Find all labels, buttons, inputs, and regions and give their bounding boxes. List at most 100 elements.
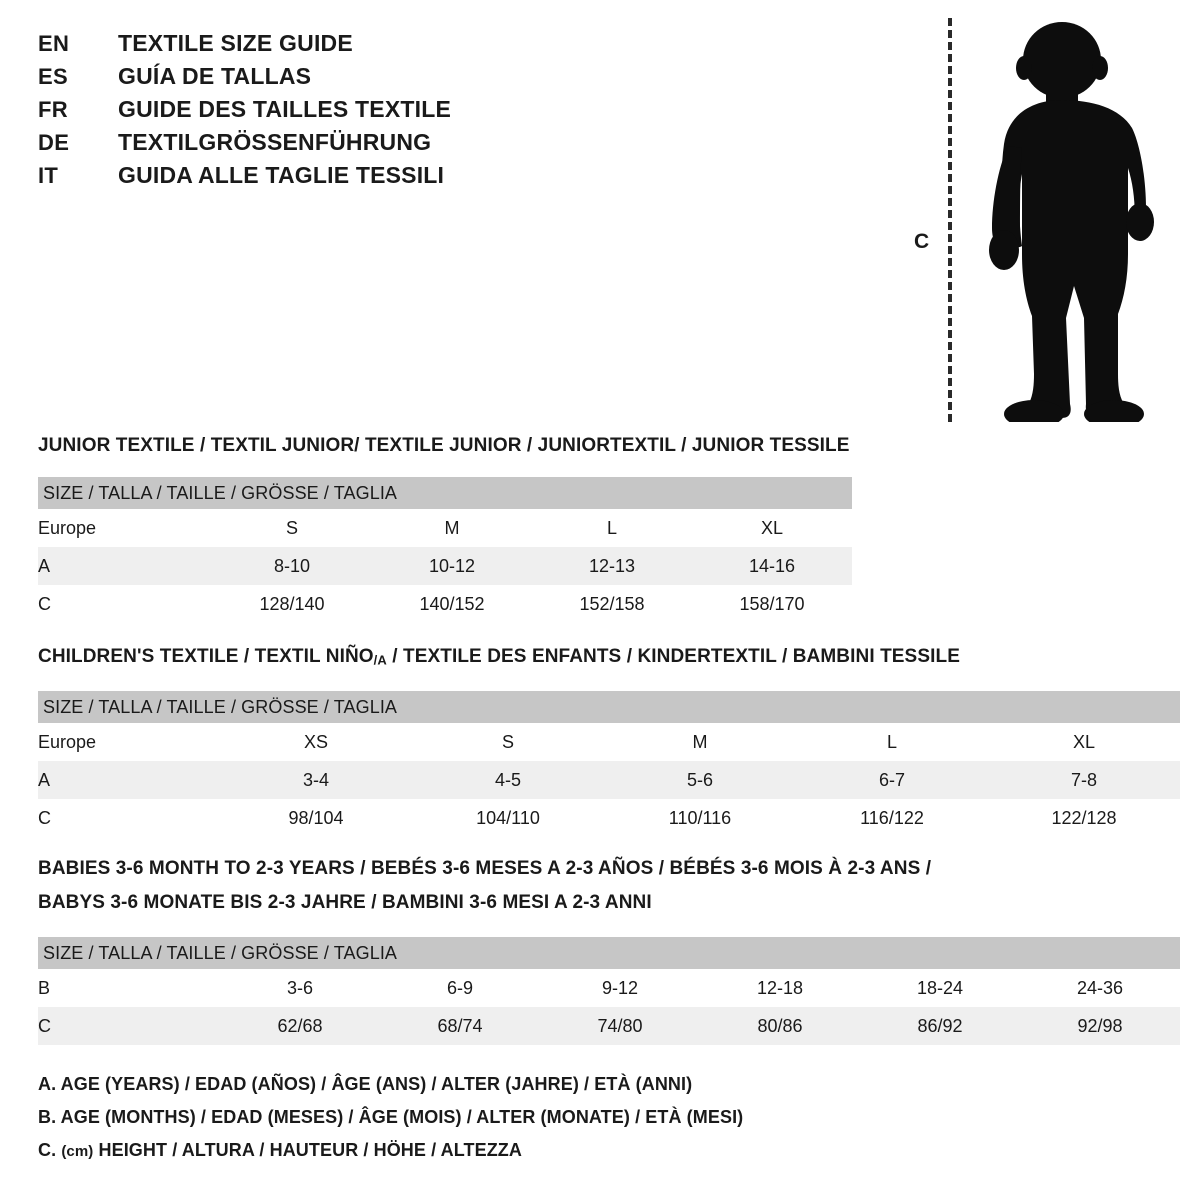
children-size-s: S (412, 723, 604, 762)
language-code-fr: FR (38, 97, 68, 122)
table-row: C 62/68 68/74 74/80 80/86 86/92 92/98 (38, 1007, 1181, 1045)
children-table-header-row: SIZE / TALLA / TAILLE / GRÖSSE / TAGLIA (38, 691, 1181, 724)
legend-block: A. AGE (YEARS) / EDAD (AÑOS) / ÂGE (ANS)… (38, 1068, 743, 1168)
section-title-babies-line1: BABIES 3-6 MONTH TO 2-3 YEARS / BEBÉS 3-… (38, 858, 932, 879)
children-age-m: 5-6 (604, 761, 796, 800)
babies-size-table: SIZE / TALLA / TAILLE / GRÖSSE / TAGLIA … (38, 937, 1181, 1045)
babies-months-2: 6-9 (380, 969, 540, 1007)
child-silhouette-icon (962, 18, 1162, 428)
title-row-es: ES GUÍA DE TALLAS (38, 63, 638, 96)
children-height-s: 104/110 (412, 799, 604, 838)
children-age-s: 4-5 (412, 761, 604, 800)
table-row: Europe XS S M L XL (38, 723, 1181, 762)
children-row-label-europe: Europe (38, 723, 220, 762)
section-title-babies-line2: BABYS 3-6 MONATE BIS 2-3 JAHRE / BAMBINI… (38, 892, 652, 913)
title-row-de: DE TEXTILGRÖSSENFÜHRUNG (38, 129, 638, 162)
section-title-children: CHILDREN'S TEXTILE / TEXTIL NIÑO/A / TEX… (38, 643, 1180, 673)
title-text-it: GUIDA ALLE TAGLIE TESSILI (118, 162, 445, 188)
babies-months-6: 24-36 (1020, 969, 1181, 1007)
table-row: Europe S M L XL (38, 509, 853, 547)
language-code-it: IT (38, 163, 59, 188)
legend-line-c-rest: HEIGHT / ALTURA / HAUTEUR / HÖHE / ALTEZ… (93, 1140, 522, 1160)
section-title-children-main: CHILDREN'S TEXTILE / TEXTIL NIÑO (38, 646, 374, 667)
babies-height-2: 68/74 (380, 1007, 540, 1045)
babies-table-header-row: SIZE / TALLA / TAILLE / GRÖSSE / TAGLIA (38, 937, 1181, 969)
language-code-es: ES (38, 64, 68, 89)
children-height-xs: 98/104 (220, 799, 412, 838)
children-age-l: 6-7 (796, 761, 988, 800)
babies-row-label-b: B (38, 969, 220, 1007)
legend-line-c: C. (cm) HEIGHT / ALTURA / HAUTEUR / HÖHE… (38, 1134, 743, 1168)
title-row-it: IT GUIDA ALLE TAGLIE TESSILI (38, 162, 638, 195)
title-text-de: TEXTILGRÖSSENFÜHRUNG (118, 129, 432, 155)
junior-age-m: 10-12 (372, 547, 532, 585)
babies-months-1: 3-6 (220, 969, 380, 1007)
legend-line-c-unit: (cm) (61, 1143, 94, 1160)
junior-table-header-label: SIZE / TALLA / TAILLE / GRÖSSE / TAGLIA (38, 477, 853, 509)
legend-line-a: A. AGE (YEARS) / EDAD (AÑOS) / ÂGE (ANS)… (38, 1074, 693, 1094)
junior-row-label-c: C (38, 585, 212, 623)
children-size-table: SIZE / TALLA / TAILLE / GRÖSSE / TAGLIA … (38, 691, 1181, 838)
babies-height-5: 86/92 (860, 1007, 1020, 1045)
table-row: C 98/104 104/110 110/116 116/122 122/128 (38, 799, 1181, 838)
table-row: A 3-4 4-5 5-6 6-7 7-8 (38, 761, 1181, 800)
children-size-l: L (796, 723, 988, 762)
babies-row-label-c: C (38, 1007, 220, 1045)
table-row: C 128/140 140/152 152/158 158/170 (38, 585, 853, 623)
table-row: A 8-10 10-12 12-13 14-16 (38, 547, 853, 585)
junior-row-label-europe: Europe (38, 509, 212, 547)
section-babies-textile: BABIES 3-6 MONTH TO 2-3 YEARS / BEBÉS 3-… (38, 855, 1181, 1045)
children-row-label-c: C (38, 799, 220, 838)
legend-line-b: B. AGE (MONTHS) / EDAD (MESES) / ÂGE (MO… (38, 1107, 744, 1127)
junior-age-s: 8-10 (212, 547, 372, 585)
junior-age-l: 12-13 (532, 547, 692, 585)
children-height-xl: 122/128 (988, 799, 1181, 838)
children-size-xl: XL (988, 723, 1181, 762)
legend-line-c-prefix: C. (38, 1140, 62, 1160)
junior-height-l: 152/158 (532, 585, 692, 623)
babies-months-4: 12-18 (700, 969, 860, 1007)
multilingual-title-block: EN TEXTILE SIZE GUIDE ES GUÍA DE TALLAS … (38, 30, 638, 195)
babies-months-3: 9-12 (540, 969, 700, 1007)
junior-size-m: M (372, 509, 532, 547)
junior-age-xl: 14-16 (692, 547, 853, 585)
language-code-en: EN (38, 31, 70, 56)
section-title-children-sub: /A (373, 652, 387, 668)
babies-height-3: 74/80 (540, 1007, 700, 1045)
children-size-xs: XS (220, 723, 412, 762)
title-text-es: GUÍA DE TALLAS (118, 63, 312, 89)
title-text-fr: GUIDE DES TAILLES TEXTILE (118, 96, 451, 122)
children-height-m: 110/116 (604, 799, 796, 838)
junior-size-xl: XL (692, 509, 853, 547)
section-title-children-rest: / TEXTILE DES ENFANTS / KINDERTEXTIL / B… (386, 646, 960, 667)
table-row: B 3-6 6-9 9-12 12-18 18-24 24-36 (38, 969, 1181, 1007)
title-row-fr: FR GUIDE DES TAILLES TEXTILE (38, 96, 638, 129)
language-code-de: DE (38, 130, 70, 155)
children-age-xs: 3-4 (220, 761, 412, 800)
babies-height-6: 92/98 (1020, 1007, 1181, 1045)
babies-table-header-label: SIZE / TALLA / TAILLE / GRÖSSE / TAGLIA (38, 937, 1181, 969)
measure-label-c: C (914, 230, 930, 253)
dashed-height-line-icon (948, 18, 952, 422)
junior-size-table: SIZE / TALLA / TAILLE / GRÖSSE / TAGLIA … (38, 477, 853, 623)
children-size-m: M (604, 723, 796, 762)
junior-height-s: 128/140 (212, 585, 372, 623)
children-row-label-a: A (38, 761, 220, 800)
children-table-header-label: SIZE / TALLA / TAILLE / GRÖSSE / TAGLIA (38, 691, 1181, 724)
section-children-textile: CHILDREN'S TEXTILE / TEXTIL NIÑO/A / TEX… (38, 643, 1181, 838)
title-row-en: EN TEXTILE SIZE GUIDE (38, 30, 638, 63)
babies-height-1: 62/68 (220, 1007, 380, 1045)
children-age-xl: 7-8 (988, 761, 1181, 800)
section-junior-textile: JUNIOR TEXTILE / TEXTIL JUNIOR/ TEXTILE … (38, 432, 890, 623)
babies-height-4: 80/86 (700, 1007, 860, 1045)
junior-height-m: 140/152 (372, 585, 532, 623)
junior-height-xl: 158/170 (692, 585, 853, 623)
junior-size-l: L (532, 509, 692, 547)
height-measurement-figure: C (900, 10, 1170, 430)
section-title-junior: JUNIOR TEXTILE / TEXTIL JUNIOR/ TEXTILE … (38, 435, 850, 456)
junior-size-s: S (212, 509, 372, 547)
title-text-en: TEXTILE SIZE GUIDE (118, 30, 353, 56)
babies-months-5: 18-24 (860, 969, 1020, 1007)
children-height-l: 116/122 (796, 799, 988, 838)
junior-row-label-a: A (38, 547, 212, 585)
